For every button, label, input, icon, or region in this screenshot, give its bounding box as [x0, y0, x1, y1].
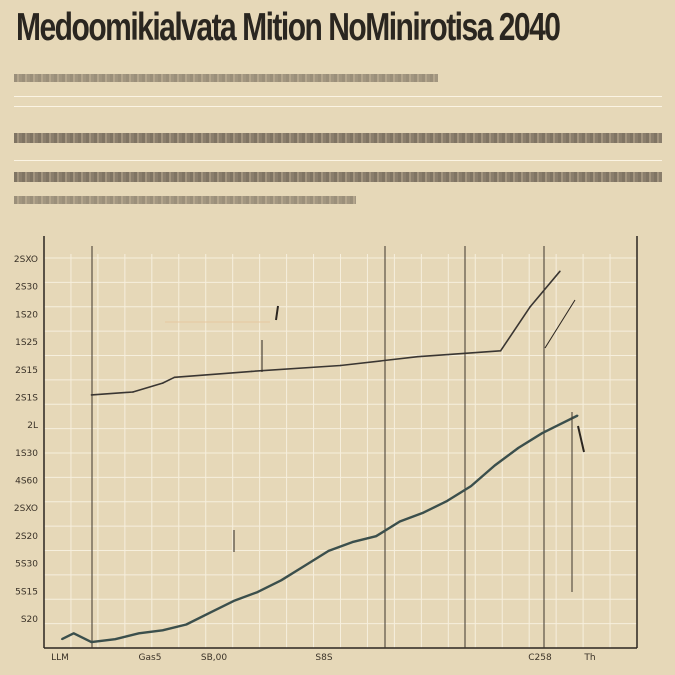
- data-point: [60, 638, 63, 640]
- annotation-mark: [275, 305, 279, 321]
- data-point: [559, 270, 561, 273]
- y-tick-label: 5S15: [15, 587, 38, 597]
- divider: [14, 106, 662, 107]
- y-tick-label: 2S20: [15, 532, 38, 542]
- x-tick-label: Th: [583, 653, 595, 663]
- y-tick-label: 2SXO: [14, 255, 38, 265]
- x-tick-label: C258: [528, 653, 552, 663]
- data-point: [339, 364, 342, 367]
- chart-grid: [43, 254, 638, 649]
- data-point: [90, 641, 93, 643]
- data-point: [470, 485, 472, 487]
- text-band: [14, 172, 662, 182]
- y-tick-label: 4S60: [15, 477, 38, 487]
- annotation-leader: [544, 299, 576, 349]
- y-tick-label: 2L: [27, 421, 38, 431]
- divider: [14, 96, 662, 97]
- chart-title: Medoomikialvata Mition NoMinirotisa 2040: [16, 6, 561, 49]
- data-point: [446, 500, 449, 502]
- y-tick-label: 1S25: [15, 338, 38, 348]
- data-point: [399, 520, 401, 523]
- data-point: [138, 632, 140, 635]
- data-point: [351, 541, 354, 543]
- data-point: [327, 550, 330, 552]
- data-point: [541, 432, 543, 434]
- x-tick-labels: LLM Gas5 SB,00 S8S C258 Th: [51, 653, 596, 663]
- y-tick-label: 2S15: [15, 366, 38, 376]
- data-point: [422, 511, 425, 514]
- data-point: [304, 564, 306, 567]
- data-point: [250, 370, 253, 373]
- x-tick-label: S8S: [315, 653, 332, 663]
- x-tick-label: LLM: [51, 653, 69, 663]
- y-tick-label: 1S20: [15, 310, 38, 320]
- data-point: [232, 600, 235, 602]
- data-point: [161, 629, 164, 632]
- data-point: [209, 611, 211, 614]
- data-point: [185, 623, 188, 626]
- data-point: [161, 382, 164, 384]
- series-line-2: [61, 414, 579, 644]
- chart-axes: [43, 236, 638, 649]
- data-point: [529, 305, 532, 308]
- data-point: [132, 391, 134, 393]
- data-point: [576, 414, 579, 417]
- y-tick-label: 2SXO: [14, 504, 38, 514]
- data-point: [114, 638, 116, 640]
- chart-annotations: [165, 299, 585, 592]
- text-band: [14, 196, 356, 204]
- y-tick-labels: 2SXO 2S30 1S20 1S25 2S15 2S1S 2L 1S30 4S60 2SXO 2S…: [14, 255, 38, 625]
- x-tick-label: SB,00: [201, 653, 227, 663]
- y-tick-label: 5S30: [15, 560, 38, 570]
- data-point: [493, 464, 496, 467]
- data-point: [90, 394, 93, 396]
- data-point: [416, 355, 419, 358]
- y-tick-label: S20: [21, 615, 38, 625]
- data-point: [375, 535, 377, 537]
- chart-series: [60, 270, 579, 644]
- data-point: [517, 447, 520, 449]
- y-tick-label: 1S30: [15, 449, 38, 459]
- text-band: [14, 74, 438, 82]
- text-band: [14, 133, 662, 143]
- annotation-mark: [577, 425, 585, 453]
- series-line-1: [91, 270, 561, 396]
- x-tick-label: Gas5: [139, 653, 162, 663]
- y-tick-label: 2S1S: [15, 393, 38, 403]
- data-point: [72, 632, 75, 635]
- data-point: [559, 423, 561, 426]
- data-point: [499, 349, 502, 352]
- y-tick-label: 2S30: [15, 283, 38, 293]
- data-point: [280, 579, 283, 582]
- divider: [14, 160, 662, 161]
- data-point: [256, 591, 259, 593]
- data-point: [173, 376, 176, 379]
